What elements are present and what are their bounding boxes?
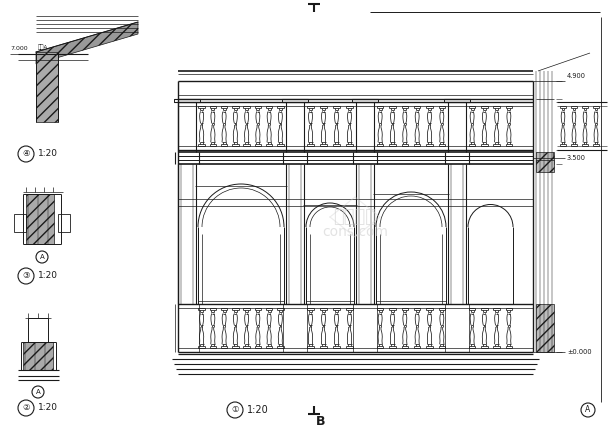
Text: B: B — [316, 415, 326, 428]
Text: ①: ① — [231, 406, 239, 414]
Bar — [36, 52, 58, 122]
Text: 4.900: 4.900 — [567, 73, 586, 79]
Bar — [536, 304, 554, 352]
Text: ②: ② — [22, 403, 30, 413]
Text: 1:20: 1:20 — [247, 405, 269, 415]
Bar — [58, 214, 70, 232]
Bar — [536, 152, 554, 164]
Text: ±0.000: ±0.000 — [567, 349, 592, 355]
Polygon shape — [36, 22, 138, 64]
Bar — [444, 99, 470, 102]
Text: 1:20: 1:20 — [38, 403, 58, 413]
Bar — [282, 99, 308, 102]
Bar — [23, 342, 53, 370]
Bar — [14, 214, 26, 232]
Text: ④: ④ — [22, 149, 30, 159]
Text: 屋脊A: 屋脊A — [38, 44, 48, 50]
Text: 1:20: 1:20 — [38, 271, 58, 280]
Text: A: A — [586, 406, 590, 414]
Text: ③: ③ — [22, 271, 30, 280]
Bar — [536, 160, 554, 172]
Text: 1:20: 1:20 — [38, 149, 58, 159]
Text: A: A — [35, 389, 40, 395]
Text: 土木在线: 土木在线 — [334, 208, 376, 226]
Bar — [26, 194, 54, 244]
Text: 3.500: 3.500 — [567, 155, 586, 161]
Bar — [174, 99, 200, 102]
Bar — [352, 99, 378, 102]
Text: 7.000: 7.000 — [10, 46, 27, 51]
Text: A: A — [40, 254, 45, 260]
Text: cons.com: cons.com — [322, 225, 388, 239]
Text: B: B — [316, 0, 326, 3]
